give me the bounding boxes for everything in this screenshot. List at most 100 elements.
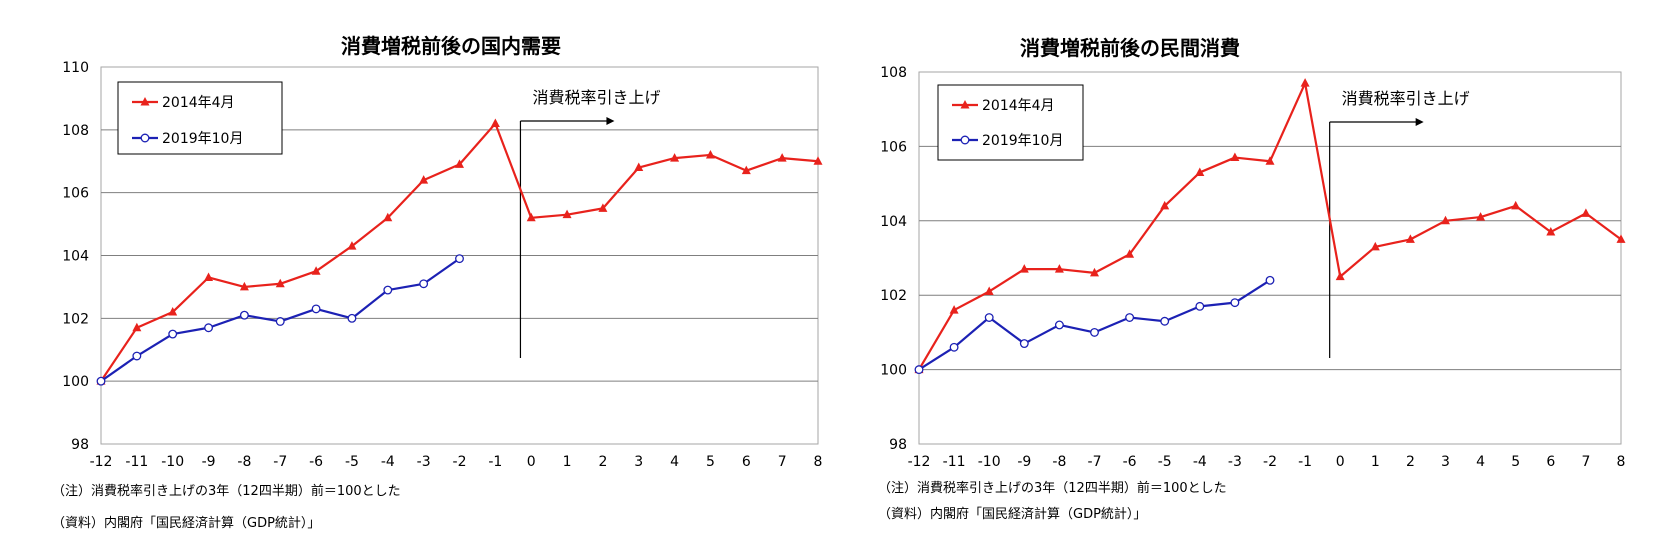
data-point-triangle [490,118,500,128]
data-point-circle [96,376,106,386]
note-left: （注）消費税率引き上げの3年（12四半期）前＝100とした [52,484,401,499]
y-tick-label: 108 [880,65,907,81]
data-point-triangle [419,175,429,184]
data-point-circle [1125,313,1135,322]
x-tick-label: -8 [1052,454,1066,470]
data-point-circle [1160,316,1170,326]
x-tick-label: 7 [778,454,787,470]
data-point-triangle [311,266,321,275]
y-tick-label: 104 [880,214,907,230]
x-tick-label: -7 [273,454,287,470]
data-point-triangle [275,278,285,288]
y-tick-label: 100 [880,363,907,379]
data-point-triangle [1476,212,1486,221]
data-point-triangle [1405,234,1415,243]
data-point-triangle [1160,200,1170,210]
x-tick-label: -10 [978,454,1001,470]
data-point-circle [239,310,249,320]
x-tick-label: -5 [345,454,359,470]
data-point-circle [1090,327,1099,337]
data-point-triangle [526,212,536,222]
legend-marker [140,133,150,143]
source-left: （資料）内閣府「国民経済計算（GDP統計）」 [52,516,321,531]
data-point-circle [419,279,429,289]
y-tick-label: 110 [62,60,89,76]
data-point-triangle [1125,249,1135,258]
x-tick-label: 8 [814,454,823,470]
data-point-triangle [1300,78,1310,87]
data-point-triangle [1441,215,1450,225]
data-point-circle [1054,320,1064,330]
y-tick-label: 102 [880,288,907,304]
legend-label: 2014年4月 [982,98,1055,114]
chart-title: 消費増税前後の国内需要 [341,34,561,58]
x-tick-label: -4 [381,454,395,470]
y-tick-label: 106 [62,186,89,202]
x-tick-label: -5 [1158,454,1172,470]
data-point-triangle [1581,208,1591,217]
data-point-circle [311,304,321,314]
data-point-triangle [1511,200,1521,210]
chart-title: 消費増税前後の民間消費 [1020,36,1240,60]
x-tick-label: -1 [1298,454,1312,470]
data-point-triangle [132,322,142,332]
x-tick-label: 0 [527,454,536,470]
data-point-circle [275,317,285,326]
y-tick-label: 98 [889,437,907,453]
x-tick-label: -12 [908,454,931,470]
data-point-triangle [1230,152,1240,162]
data-point-circle [914,365,924,375]
data-point-triangle [1054,264,1064,273]
data-point-triangle [705,149,715,159]
x-tick-label: -6 [309,454,323,470]
x-tick-label: -9 [202,454,216,470]
data-point-triangle [1546,226,1556,236]
data-point-triangle [383,212,393,222]
x-tick-label: 3 [634,454,643,470]
event-arrow-head [1415,118,1424,126]
data-point-triangle [984,286,994,295]
event-annotation: 消費税率引き上げ [1342,89,1470,108]
x-tick-label: -3 [417,454,431,470]
x-tick-label: 4 [1476,454,1485,470]
source-right: （資料）内閣府「国民経済計算（GDP統計）」 [878,507,1147,522]
data-point-circle [383,285,393,295]
legend-label: 2019年10月 [162,131,243,147]
y-tick-label: 102 [62,311,89,327]
x-tick-label: -2 [1263,454,1277,470]
data-point-triangle [455,159,464,168]
data-point-triangle [1335,271,1345,281]
x-tick-label: -9 [1017,454,1031,470]
data-point-circle [984,313,994,322]
data-point-triangle [1019,264,1029,273]
x-tick-label: 0 [1336,454,1345,470]
x-tick-label: 1 [563,454,572,470]
x-tick-label: -10 [161,454,184,470]
x-tick-label: -8 [237,454,251,470]
legend-marker [140,97,150,106]
plot-area [918,71,1622,445]
data-point-triangle [562,209,572,219]
y-tick-label: 108 [62,123,89,139]
data-point-triangle [1370,241,1380,251]
x-tick-label: 2 [598,454,607,470]
data-point-triangle [347,241,357,250]
legend-box [937,84,1084,161]
data-point-triangle [204,272,214,281]
y-tick-label: 104 [62,249,89,265]
event-annotation: 消費税率引き上げ [532,88,660,107]
x-tick-label: -3 [1228,454,1242,470]
data-point-triangle [670,153,680,162]
data-point-triangle [598,203,608,212]
data-point-circle [1019,339,1029,349]
legend-label: 2014年4月 [162,95,235,111]
data-point-triangle [1195,167,1205,176]
data-point-circle [168,329,178,339]
data-point-triangle [741,165,751,175]
data-point-triangle [634,162,644,172]
x-tick-label: 1 [1371,454,1380,470]
data-point-circle [1265,275,1275,285]
data-point-circle [455,254,464,264]
legend-marker [960,135,970,145]
